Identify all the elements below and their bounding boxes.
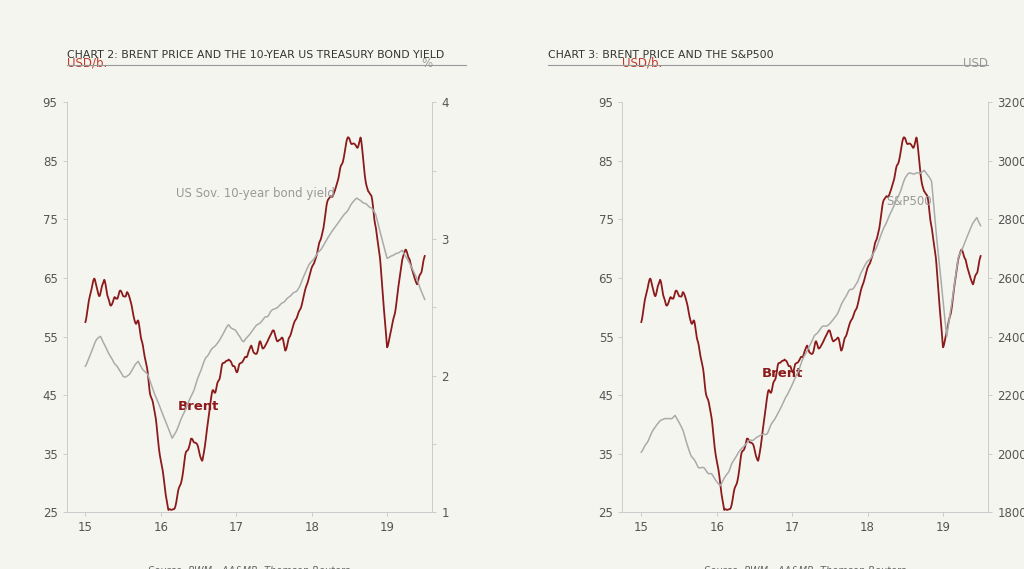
Text: USD/b.: USD/b. <box>67 57 106 69</box>
Text: USD: USD <box>964 57 988 69</box>
Text: Source: PWM - AA&MR, Thomson Reuters: Source: PWM - AA&MR, Thomson Reuters <box>705 566 906 569</box>
Text: Source: PWM - AA&MR, Thomson Reuters: Source: PWM - AA&MR, Thomson Reuters <box>148 566 350 569</box>
Text: Brent: Brent <box>762 367 803 380</box>
Text: CHART 2: BRENT PRICE AND THE 10-YEAR US TREASURY BOND YIELD: CHART 2: BRENT PRICE AND THE 10-YEAR US … <box>67 50 443 60</box>
Text: Brent: Brent <box>178 399 219 413</box>
Text: CHART 3: BRENT PRICE AND THE S&P500: CHART 3: BRENT PRICE AND THE S&P500 <box>548 50 773 60</box>
Text: USD/b.: USD/b. <box>623 57 663 69</box>
Text: US Sov. 10-year bond yield: US Sov. 10-year bond yield <box>176 187 335 200</box>
Text: %: % <box>421 57 432 69</box>
Text: S&P500: S&P500 <box>886 195 932 208</box>
